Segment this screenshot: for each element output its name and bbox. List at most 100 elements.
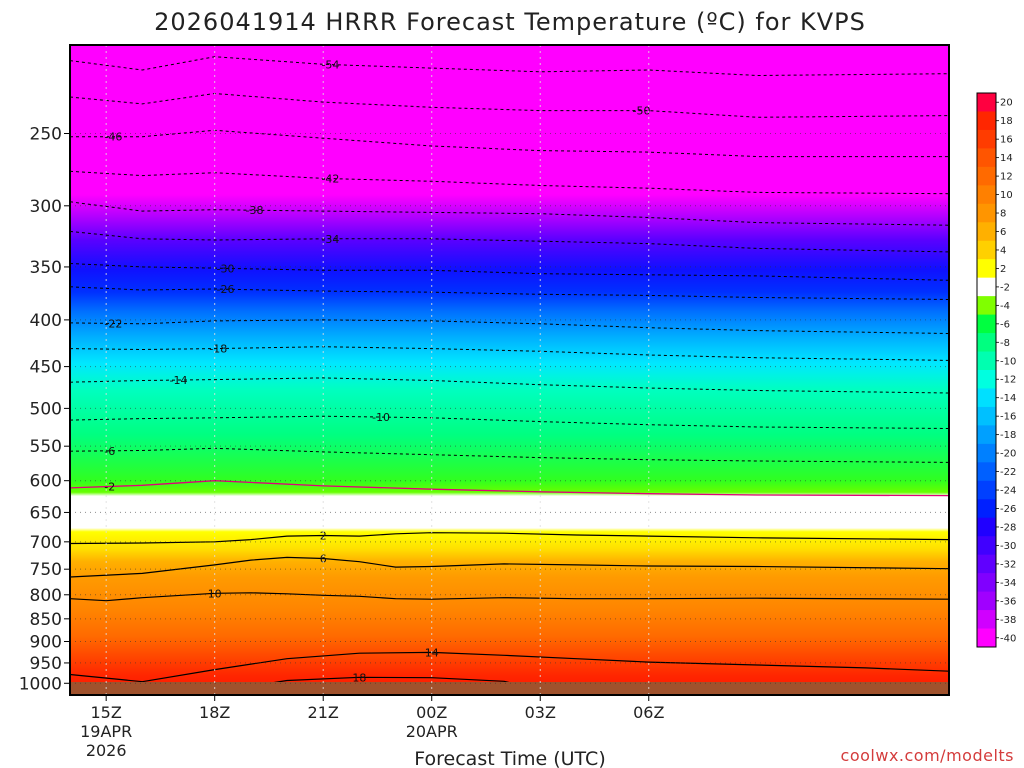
- colorbar-label: -18: [1000, 430, 1016, 441]
- y-tick-label: 800: [30, 586, 62, 606]
- contour-label: -30: [217, 262, 235, 275]
- colorbar-swatch: [977, 425, 996, 445]
- colorbar-label: 6: [1000, 227, 1006, 238]
- colorbar-swatch: [977, 406, 996, 426]
- colorbar-label: -22: [1000, 467, 1016, 478]
- contour-line: [70, 592, 949, 602]
- contour-label: -22: [104, 317, 122, 330]
- x-tick-label: 00Z: [416, 703, 447, 722]
- colorbar-swatch: [977, 388, 996, 408]
- colorbar-swatch: [977, 554, 996, 574]
- temperature-field: [70, 45, 949, 695]
- y-tick-label: 850: [30, 610, 62, 630]
- colorbar-label: -38: [1000, 615, 1016, 626]
- contour-label: -54: [321, 59, 339, 72]
- colorbar-label: 10: [1000, 190, 1013, 201]
- colorbar-swatch: [977, 370, 996, 389]
- colorbar-label: -10: [1000, 356, 1016, 367]
- colorbar-label: 12: [1000, 172, 1013, 183]
- contour-label: -6: [104, 445, 115, 458]
- x-tick-label: 18Z: [199, 703, 230, 722]
- x-tick-date: 20APR: [406, 722, 458, 741]
- contour-line: [70, 556, 949, 578]
- colorbar: 20 18 16 14 12 10 8 6 4 2 -2 -4 -6 -8 -10 -12 -14 -16 -18 -…: [976, 92, 1016, 648]
- y-tick-label: 900: [30, 632, 62, 652]
- colorbar-label: -34: [1000, 578, 1016, 589]
- colorbar-label: -8: [1000, 338, 1010, 349]
- contour-line: [70, 56, 949, 77]
- y-tick-label: 350: [30, 258, 62, 278]
- y-tick-label: 250: [30, 124, 62, 144]
- colorbar-swatch: [977, 462, 996, 482]
- contour-label: -42: [321, 173, 339, 186]
- colorbar-swatch: [977, 203, 996, 223]
- colorbar-swatch: [977, 351, 996, 371]
- contour-line: [70, 319, 949, 334]
- colorbar-label: 8: [1000, 209, 1006, 220]
- y-tick-label: 750: [30, 560, 62, 580]
- colorbar-swatch: [977, 129, 996, 149]
- contour-label: -10: [372, 411, 390, 424]
- contour-line: [70, 129, 949, 158]
- contour-line: [70, 377, 949, 394]
- colorbar-label: -30: [1000, 541, 1016, 552]
- colorbar-swatch: [977, 536, 996, 556]
- y-tick-label: 550: [30, 437, 62, 457]
- y-tick-label: 450: [30, 358, 62, 378]
- x-tick-date: 19APR: [80, 722, 132, 741]
- contour-line: [70, 201, 949, 226]
- y-tick-label: 700: [30, 533, 62, 553]
- colorbar-label: -32: [1000, 559, 1016, 570]
- plot-frame: [69, 44, 950, 696]
- y-tick-label: 650: [30, 503, 62, 523]
- contour-label: 2: [320, 530, 327, 543]
- colorbar-label: -20: [1000, 449, 1016, 460]
- colorbar-swatch: [977, 333, 996, 353]
- colorbar-swatch: [977, 166, 996, 186]
- x-tick-year: 2026: [86, 741, 127, 760]
- colorbar-label: -36: [1000, 596, 1016, 607]
- credit-text: coolwx.com/modelts: [841, 746, 1014, 765]
- chart-title: 2026041914 HRRR Forecast Temperature (ºC…: [154, 8, 866, 36]
- colorbar-swatch: [977, 443, 996, 463]
- colorbar-swatch: [977, 185, 996, 205]
- colorbar-label: 2: [1000, 264, 1006, 275]
- colorbar-label: -6: [1000, 319, 1010, 330]
- contour-label: -46: [104, 131, 122, 144]
- colorbar-label: -2: [1000, 282, 1010, 293]
- colorbar-swatch: [977, 93, 996, 112]
- colorbar-label: 18: [1000, 116, 1013, 127]
- colorbar-label: 20: [1000, 98, 1013, 109]
- colorbar-swatch: [977, 591, 996, 611]
- x-axis-label: Forecast Time (UTC): [414, 748, 605, 768]
- colorbar-frame: [976, 92, 997, 648]
- contour-label: -50: [633, 105, 651, 118]
- colorbar-swatch: [977, 610, 996, 630]
- colorbar-label: -28: [1000, 522, 1016, 533]
- y-tick-label: 500: [30, 399, 62, 419]
- colorbar-swatch: [977, 628, 996, 648]
- colorbar-label: 4: [1000, 245, 1006, 256]
- y-tick-label: 400: [30, 311, 62, 331]
- colorbar-label: -12: [1000, 375, 1016, 386]
- colorbar-swatch: [977, 111, 996, 131]
- colorbar-swatch: [977, 296, 996, 316]
- contour-label: 6: [320, 552, 327, 565]
- contour-line: [70, 651, 949, 683]
- colorbar-label: 16: [1000, 135, 1013, 146]
- ground-surface: [70, 682, 949, 695]
- colorbar-swatch: [977, 499, 996, 519]
- contour-line: [70, 346, 949, 361]
- contour-label: -34: [321, 233, 339, 246]
- colorbar-swatch: [977, 573, 996, 593]
- contour-label: 18: [352, 671, 366, 684]
- x-tick-label: 06Z: [633, 703, 664, 722]
- y-tick-label: 300: [30, 197, 62, 217]
- colorbar-swatch: [977, 148, 996, 168]
- colorbar-label: -14: [1000, 393, 1016, 404]
- colorbar-label: -24: [1000, 486, 1016, 497]
- contour-label: 10: [208, 587, 222, 600]
- colorbar-label: 14: [1000, 153, 1013, 164]
- y-tick-label: 950: [30, 654, 62, 674]
